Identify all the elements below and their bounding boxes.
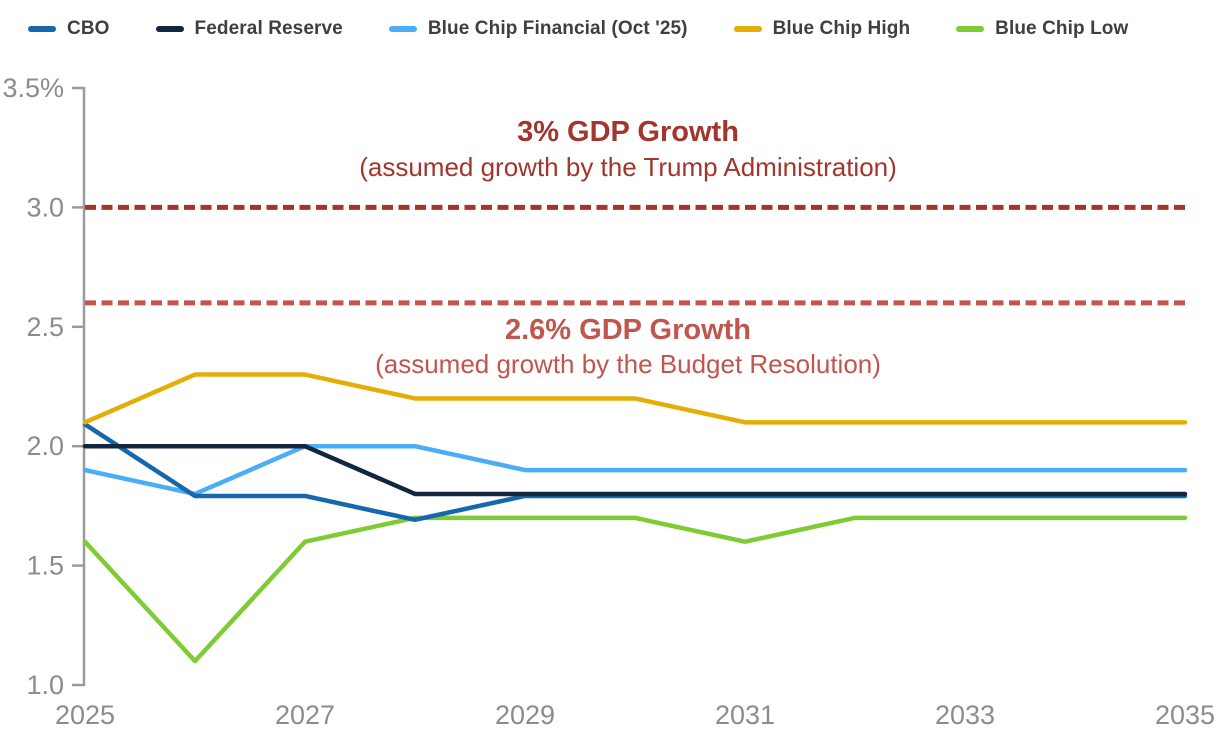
- series-line-blue-chip-low: [82, 515, 1188, 664]
- legend-label: Federal Reserve: [194, 18, 343, 39]
- legend-swatch-icon: [733, 26, 762, 32]
- legend-swatch-icon: [388, 26, 417, 32]
- legend-label: Blue Chip Financial (Oct '25): [427, 18, 688, 39]
- y-axis-tick-label: 1.0: [26, 670, 64, 700]
- annotation-title: 2.6% GDP Growth: [504, 313, 752, 346]
- legend-item-blue-chip-financial-oct-25: Blue Chip Financial (Oct '25): [388, 18, 688, 40]
- annotation-subtitle: (assumed growth by the Trump Administrat…: [359, 151, 897, 182]
- reference-annotation-2-6pct: 2.6% GDP Growth (assumed growth by the B…: [375, 312, 881, 381]
- legend-item-federal-reserve: Federal Reserve: [155, 18, 343, 40]
- legend-swatch-icon: [956, 26, 985, 32]
- legend-label: CBO: [67, 18, 110, 39]
- legend-swatch-icon: [155, 26, 184, 32]
- annotation-subtitle: (assumed growth by the Budget Resolution…: [375, 349, 881, 380]
- legend-label: Blue Chip High: [772, 18, 911, 39]
- series-line-federal-reserve: [82, 443, 1188, 497]
- y-axis-tick-label: 3.0: [26, 192, 64, 222]
- y-axis-tick-label: 1.5: [26, 551, 64, 581]
- y-axis-tick-label: 3.5%: [2, 73, 64, 103]
- series-line-blue-chip-financial-oct-25: [82, 443, 1188, 497]
- x-axis-tick-label: 2027: [275, 700, 335, 730]
- x-axis-tick-label: 2033: [935, 700, 995, 730]
- legend-item-blue-chip-high: Blue Chip High: [733, 18, 911, 40]
- x-axis-tick-label: 2035: [1155, 700, 1215, 730]
- reference-annotation-3pct: 3% GDP Growth (assumed growth by the Tru…: [359, 114, 897, 183]
- legend-item-cbo: CBO: [28, 18, 110, 40]
- series-line-blue-chip-high: [82, 372, 1188, 425]
- chart-legend: CBO Federal Reserve Blue Chip Financial (O…: [28, 18, 1128, 40]
- legend-swatch-icon: [28, 26, 56, 32]
- legend-label: Blue Chip Low: [995, 18, 1129, 39]
- y-axis-tick-label: 2.0: [26, 431, 64, 461]
- x-axis-tick-label: 2029: [495, 700, 555, 730]
- annotation-title: 3% GDP Growth: [517, 116, 739, 149]
- y-axis-tick-label: 2.5: [26, 312, 64, 342]
- x-axis-tick-label: 2025: [55, 700, 115, 730]
- x-axis-tick-label: 2031: [715, 700, 775, 730]
- legend-item-blue-chip-low: Blue Chip Low: [956, 18, 1128, 40]
